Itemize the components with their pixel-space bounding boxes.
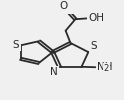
Text: N: N [50, 67, 58, 77]
Text: S: S [13, 40, 19, 50]
Text: 2: 2 [104, 64, 109, 73]
Text: OH: OH [89, 13, 105, 23]
Text: NH: NH [97, 62, 112, 72]
Text: O: O [59, 1, 67, 11]
Text: S: S [90, 41, 97, 51]
